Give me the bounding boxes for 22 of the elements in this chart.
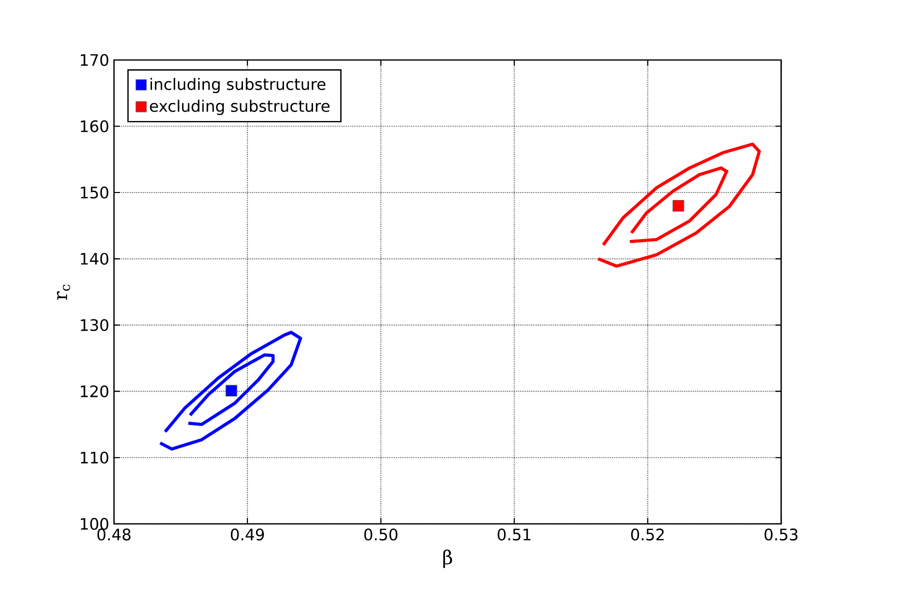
x-axis-title: β [443, 550, 452, 568]
legend-label: including substructure [150, 78, 326, 94]
y-tick-label: 100 [80, 518, 108, 530]
line-series [628, 166, 728, 244]
x-tick-label: 0.52 [631, 528, 664, 540]
x-tick-label: 0.53 [764, 528, 798, 540]
line-series [186, 353, 275, 426]
x-tick-label: 0.51 [498, 528, 530, 540]
legend-label: excluding substructure [150, 100, 330, 116]
y-tick-label: 120 [80, 385, 108, 398]
y-axis-title: r$_{c}$ [56, 284, 70, 300]
y-tick-label: 110 [80, 452, 108, 464]
x-tick-label: 0.49 [230, 528, 264, 540]
y-tick-label: 160 [80, 120, 108, 132]
line-series [158, 330, 302, 451]
line-series [596, 142, 761, 268]
y-tick-label: 140 [80, 252, 108, 265]
x-tick-label: 0.48 [97, 528, 131, 540]
y-tick-label: 130 [80, 319, 108, 332]
y-tick-label: 150 [80, 186, 108, 199]
y-tick-label: 170 [80, 54, 108, 66]
x-tick-label: 0.50 [364, 528, 398, 540]
